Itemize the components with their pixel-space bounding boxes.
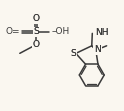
Text: N: N — [94, 45, 101, 54]
Text: S: S — [33, 27, 39, 36]
Text: NH: NH — [95, 28, 108, 37]
Text: O: O — [32, 14, 40, 23]
Text: O=: O= — [5, 27, 20, 36]
Text: S: S — [71, 49, 76, 58]
Text: N: N — [94, 45, 101, 54]
Text: NH: NH — [95, 28, 108, 37]
Text: –OH: –OH — [51, 27, 69, 36]
Text: O: O — [32, 40, 40, 49]
Text: O: O — [32, 40, 40, 49]
Text: S: S — [71, 49, 76, 58]
Text: O: O — [32, 14, 40, 23]
Text: S: S — [33, 27, 39, 36]
